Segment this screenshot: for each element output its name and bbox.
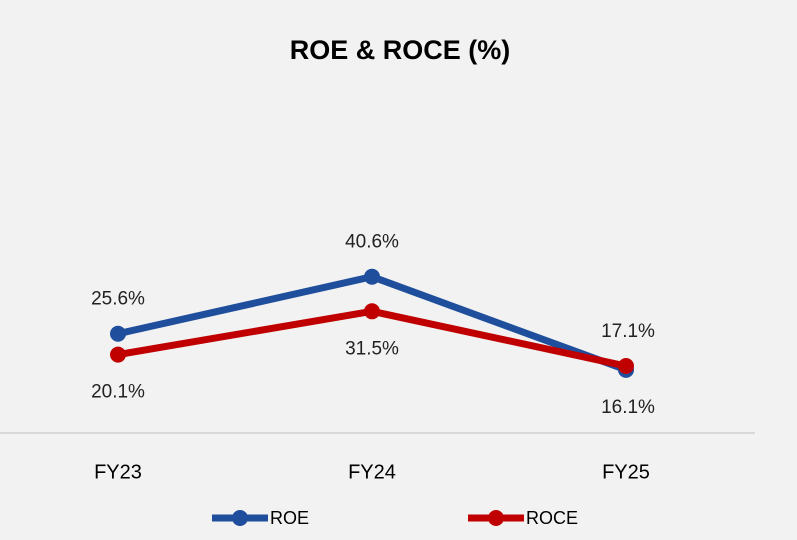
data-label: 16.1%	[601, 397, 655, 418]
x-tick-label: FY24	[348, 461, 396, 483]
legend-label: ROE	[270, 508, 309, 528]
data-label: 31.5%	[345, 338, 399, 359]
x-tick-label: FY23	[94, 461, 142, 483]
marker	[618, 358, 634, 375]
legend-label: ROCE	[526, 508, 578, 528]
data-label: 17.1%	[601, 321, 655, 342]
marker	[364, 303, 380, 320]
legend-marker	[232, 510, 248, 526]
marker	[110, 325, 126, 342]
x-tick-label: FY25	[602, 461, 650, 483]
data-label: 40.6%	[345, 232, 399, 253]
marker	[110, 346, 126, 363]
data-label: 20.1%	[91, 382, 145, 403]
chart-title: ROE & ROCE (%)	[290, 35, 511, 65]
marker	[364, 268, 380, 285]
data-label: 25.6%	[91, 289, 145, 310]
legend-marker	[488, 510, 504, 526]
